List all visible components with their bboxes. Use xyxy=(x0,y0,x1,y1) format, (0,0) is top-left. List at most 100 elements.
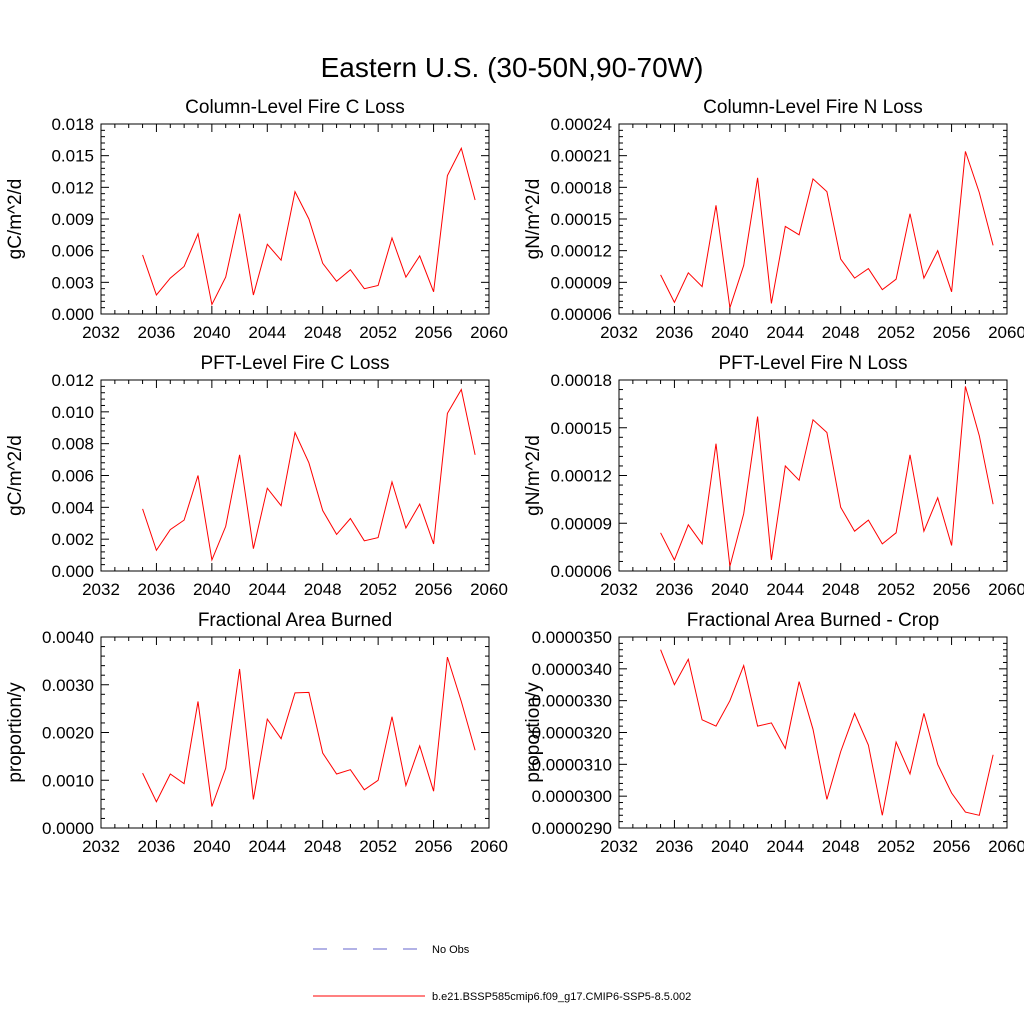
series-line xyxy=(660,386,994,567)
y-tick-label: 0.0000340 xyxy=(532,660,612,679)
legend-label-model: b.e21.BSSP585cmip6.f09_g17.CMIP6-SSP5-8.… xyxy=(432,991,691,1003)
y-tick-label: 0.0000320 xyxy=(532,724,612,743)
figure-title: Eastern U.S. (30-50N,90-70W) xyxy=(321,52,704,83)
plot-frame xyxy=(100,636,490,829)
y-axis-label: gC/m^2/d xyxy=(5,435,26,516)
y-axis-label: gN/m^2/d xyxy=(523,179,544,260)
y-tick-label: 0.00024 xyxy=(551,115,612,134)
x-tick-label: 2060 xyxy=(470,580,508,599)
x-tick-label: 2060 xyxy=(470,837,508,856)
panels: 2032 2036 2040 2044 2048 2052 2056 2060 0.000 0.0… xyxy=(5,97,1024,856)
y-tick-label: 0.012 xyxy=(51,371,94,390)
plot-frame xyxy=(618,379,1008,572)
panel-title: Column-Level Fire N Loss xyxy=(703,97,923,118)
x-tick-label: 2060 xyxy=(988,323,1024,342)
y-tick-label: 0.000 xyxy=(51,562,94,581)
y-tick-label: 0.0030 xyxy=(42,676,94,695)
series-line xyxy=(660,151,994,308)
y-tick-label: 0.00018 xyxy=(551,178,612,197)
legend-label-no-obs: No Obs xyxy=(432,944,470,956)
y-tick-label: 0.00006 xyxy=(551,562,612,581)
panel-3: 2032 2036 2040 2044 2048 2052 2056 2060 0.000 0.0… xyxy=(5,353,508,599)
y-tick-label: 0.015 xyxy=(51,147,94,166)
y-tick-label: 0.003 xyxy=(51,273,94,292)
panel-title: Fractional Area Burned xyxy=(198,610,392,631)
x-tick-label: 2056 xyxy=(415,580,453,599)
panel-4: 2032 2036 2040 2044 2048 2052 2056 2060 0.00006 0… xyxy=(523,353,1024,599)
x-tick-label: 2056 xyxy=(415,837,453,856)
x-tick-label: 2036 xyxy=(138,580,176,599)
x-tick-label: 2036 xyxy=(656,837,694,856)
x-tick-label: 2040 xyxy=(711,837,749,856)
y-tick-label: 0.0000290 xyxy=(532,819,612,838)
y-tick-label: 0.012 xyxy=(51,178,94,197)
x-tick-label: 2060 xyxy=(988,580,1024,599)
plot-frame xyxy=(618,636,1008,829)
y-tick-label: 0.0040 xyxy=(42,628,94,647)
x-tick-label: 2044 xyxy=(248,323,286,342)
series-line xyxy=(142,146,476,307)
x-tick-label: 2052 xyxy=(877,837,915,856)
x-tick-label: 2040 xyxy=(193,323,231,342)
x-tick-label: 2036 xyxy=(656,580,694,599)
y-tick-label: 0.004 xyxy=(51,498,94,517)
x-tick-label: 2040 xyxy=(711,580,749,599)
y-tick-label: 0.00021 xyxy=(551,147,612,166)
y-axis-label: proportion/y xyxy=(523,682,544,783)
panel-6: 2032 2036 2040 2044 2048 2052 2056 2060 0.000029… xyxy=(523,610,1024,856)
x-tick-label: 2048 xyxy=(822,837,860,856)
legend: No Obs b.e21.BSSP585cmip6.f09_g17.CMIP6-… xyxy=(313,944,691,1003)
x-tick-label: 2052 xyxy=(359,580,397,599)
x-tick-label: 2052 xyxy=(359,837,397,856)
y-tick-label: 0.00009 xyxy=(551,514,612,533)
x-tick-label: 2048 xyxy=(304,580,342,599)
series-line xyxy=(142,388,476,562)
x-tick-label: 2056 xyxy=(933,323,971,342)
x-tick-label: 2060 xyxy=(470,323,508,342)
x-tick-label: 2036 xyxy=(138,837,176,856)
panel-title: PFT-Level Fire N Loss xyxy=(719,353,908,374)
y-tick-label: 0.0010 xyxy=(42,771,94,790)
x-tick-label: 2032 xyxy=(600,837,638,856)
x-tick-label: 2052 xyxy=(877,580,915,599)
x-tick-label: 2036 xyxy=(656,323,694,342)
y-tick-label: 0.00015 xyxy=(551,210,612,229)
y-tick-label: 0.010 xyxy=(51,403,94,422)
x-tick-label: 2060 xyxy=(988,837,1024,856)
panel-2: 2032 2036 2040 2044 2048 2052 2056 2060 0.00006 0… xyxy=(523,97,1024,342)
panel-title: PFT-Level Fire C Loss xyxy=(201,353,390,374)
x-tick-label: 2052 xyxy=(877,323,915,342)
x-tick-label: 2048 xyxy=(822,580,860,599)
plot-frame xyxy=(618,123,1008,315)
x-tick-label: 2040 xyxy=(193,580,231,599)
y-tick-label: 0.009 xyxy=(51,210,94,229)
y-tick-label: 0.00012 xyxy=(551,242,612,261)
x-tick-label: 2056 xyxy=(933,580,971,599)
y-tick-label: 0.0000330 xyxy=(532,692,612,711)
x-tick-label: 2032 xyxy=(82,580,120,599)
y-axis-label: gN/m^2/d xyxy=(523,435,544,516)
x-tick-label: 2032 xyxy=(82,837,120,856)
y-tick-label: 0.006 xyxy=(51,467,94,486)
y-tick-label: 0.0000300 xyxy=(532,787,612,806)
x-tick-label: 2032 xyxy=(600,323,638,342)
y-axis-label: gC/m^2/d xyxy=(5,179,26,260)
y-axis-label: proportion/y xyxy=(5,682,26,783)
panel-title: Fractional Area Burned - Crop xyxy=(687,610,939,631)
x-tick-label: 2048 xyxy=(822,323,860,342)
panel-1: 2032 2036 2040 2044 2048 2052 2056 2060 0.000 0.0… xyxy=(5,97,508,342)
series-line xyxy=(660,649,994,816)
x-tick-label: 2032 xyxy=(600,580,638,599)
x-tick-label: 2048 xyxy=(304,323,342,342)
x-tick-label: 2044 xyxy=(248,837,286,856)
y-tick-label: 0.00012 xyxy=(551,467,612,486)
x-tick-label: 2036 xyxy=(138,323,176,342)
x-tick-label: 2056 xyxy=(415,323,453,342)
y-tick-label: 0.0000350 xyxy=(532,628,612,647)
y-tick-label: 0.00006 xyxy=(551,305,612,324)
y-tick-label: 0.0020 xyxy=(42,724,94,743)
x-tick-label: 2048 xyxy=(304,837,342,856)
y-tick-label: 0.008 xyxy=(51,435,94,454)
